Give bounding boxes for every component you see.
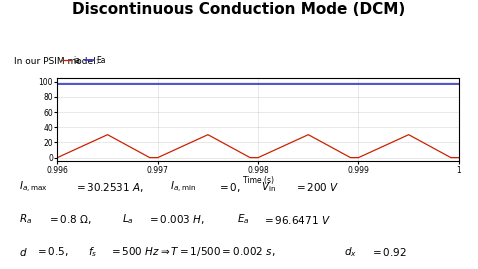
- Text: $d$: $d$: [19, 246, 28, 258]
- Text: $= 0,$: $= 0,$: [217, 181, 241, 194]
- X-axis label: Time (s): Time (s): [243, 176, 273, 185]
- Text: $V_{\mathrm{in}}$: $V_{\mathrm{in}}$: [261, 180, 275, 194]
- Text: $L_a$: $L_a$: [122, 213, 134, 226]
- Text: Discontinuous Conduction Mode (DCM): Discontinuous Conduction Mode (DCM): [72, 2, 406, 17]
- Text: $= 0.003\ H,$: $= 0.003\ H,$: [147, 213, 205, 226]
- Text: $= 500\ Hz \Rightarrow T = 1/500 = 0.002\ s,$: $= 500\ Hz \Rightarrow T = 1/500 = 0.002…: [109, 245, 275, 258]
- Text: $= 30.2531\ A,$: $= 30.2531\ A,$: [74, 181, 144, 194]
- Text: $d_x$: $d_x$: [344, 245, 357, 259]
- Text: $= 0.92$: $= 0.92$: [370, 246, 407, 258]
- Text: $= 0.5,$: $= 0.5,$: [35, 245, 68, 258]
- Text: $R_a$: $R_a$: [19, 213, 33, 226]
- Text: $= 200\ V$: $= 200\ V$: [294, 181, 339, 193]
- Text: In our PSIM model:: In our PSIM model:: [14, 57, 99, 66]
- Text: $f_s$: $f_s$: [88, 245, 98, 259]
- Text: $I_{a,\mathrm{max}}$: $I_{a,\mathrm{max}}$: [19, 180, 48, 195]
- Text: $I_{a,\mathrm{min}}$: $I_{a,\mathrm{min}}$: [170, 180, 196, 195]
- Text: $= 0.8\ \Omega,$: $= 0.8\ \Omega,$: [47, 213, 91, 226]
- Text: $= 96.6471\ V$: $= 96.6471\ V$: [262, 214, 331, 225]
- Legend: ia, Ea: ia, Ea: [59, 53, 109, 68]
- Text: $E_a$: $E_a$: [237, 213, 249, 226]
